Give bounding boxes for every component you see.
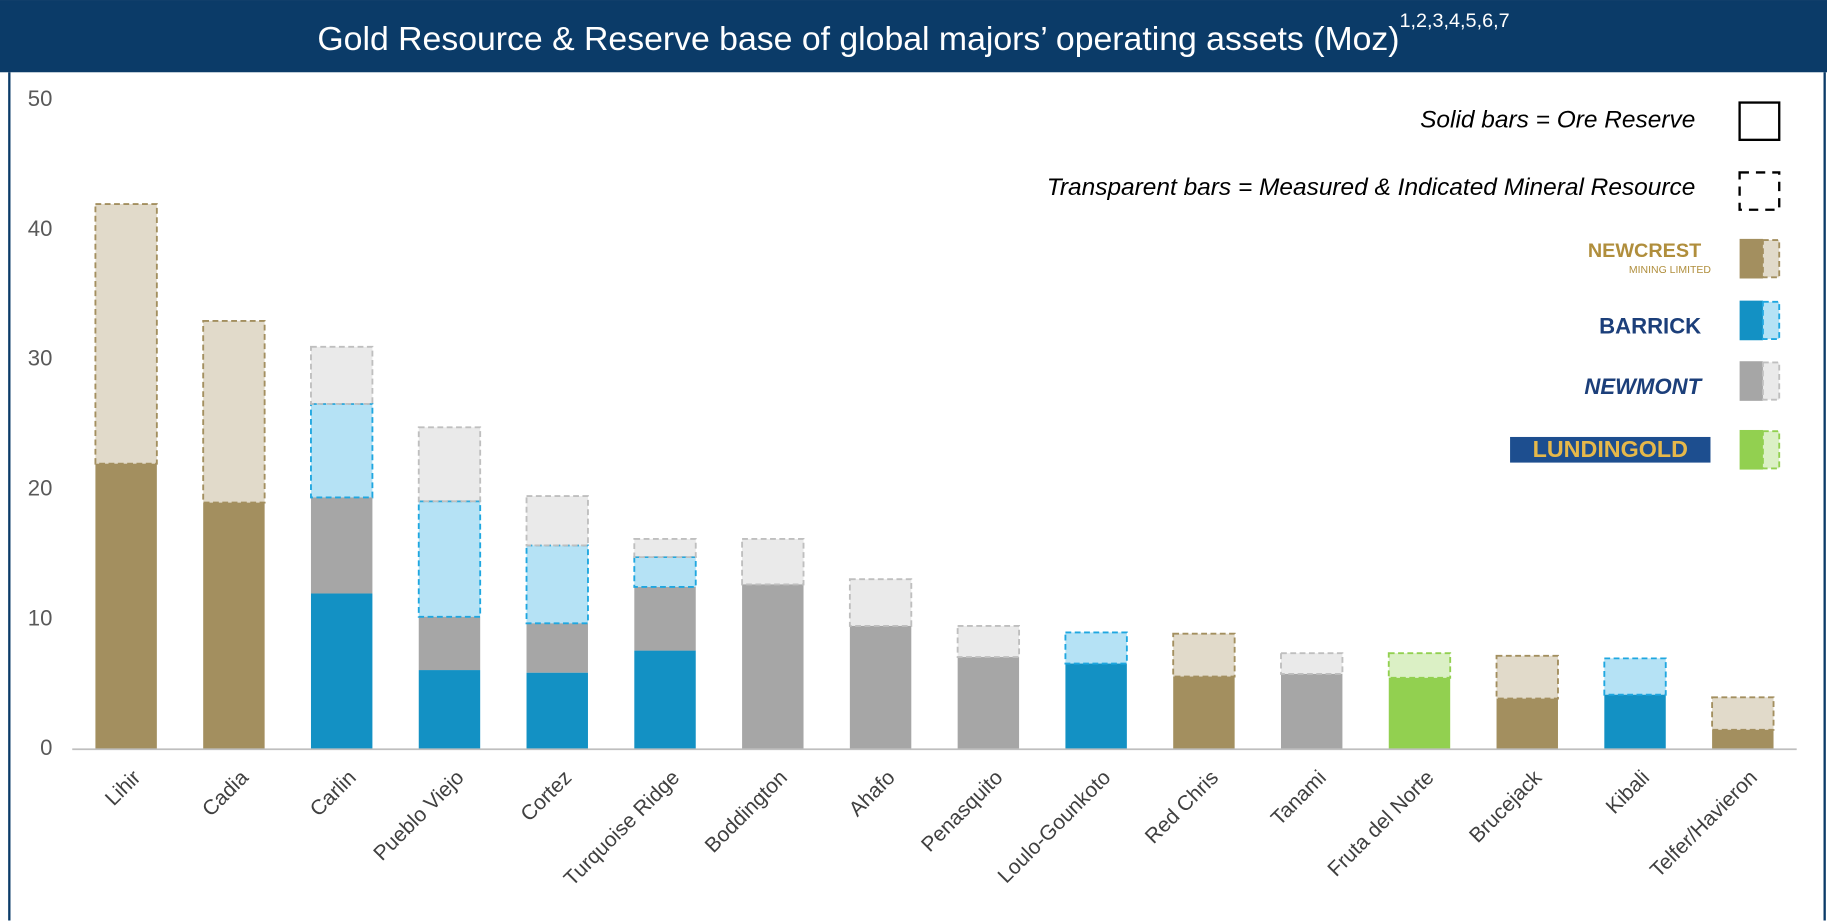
reserve-bar bbox=[1388, 677, 1451, 750]
y-tick-label: 50 bbox=[28, 86, 53, 111]
title-superscript: 1,2,3,4,5,6,7 bbox=[1400, 10, 1510, 32]
reserve-bar bbox=[634, 586, 696, 651]
reserve-bar bbox=[1604, 694, 1666, 750]
key-solid-box bbox=[1738, 101, 1781, 142]
resource-bar bbox=[310, 403, 374, 499]
legend-entry: LUNDINGOLD bbox=[1510, 429, 1781, 470]
x-tick-label: Tanami bbox=[1267, 766, 1331, 830]
reserve-bar bbox=[634, 650, 696, 750]
reserve-bar bbox=[1173, 676, 1235, 750]
x-tick-label: Carlin bbox=[306, 766, 361, 821]
legend-swatch-solid bbox=[1739, 361, 1763, 401]
resource-bar bbox=[202, 319, 266, 504]
reserve-bar bbox=[418, 670, 481, 750]
x-tick-label: Lihir bbox=[101, 766, 145, 810]
chart-title: Gold Resource & Reserve base of global m… bbox=[317, 10, 1509, 57]
y-tick-label: 0 bbox=[40, 735, 52, 760]
resource-bar bbox=[525, 495, 589, 547]
resource-bar bbox=[1280, 652, 1344, 675]
x-tick-label: Ahafo bbox=[845, 766, 900, 821]
reserve-bar bbox=[1065, 663, 1127, 750]
reserve-bar bbox=[1712, 729, 1774, 750]
y-tick-label: 20 bbox=[28, 475, 53, 500]
x-tick-label: Fruta del Norte bbox=[1323, 766, 1438, 881]
resource-bar bbox=[848, 578, 913, 627]
x-tick-label: Red Chris bbox=[1141, 766, 1223, 848]
resource-bar bbox=[1064, 631, 1128, 665]
key-transparent: Transparent bars = Measured & Indicated … bbox=[1047, 174, 1696, 201]
reserve-bar bbox=[310, 593, 373, 750]
x-tick-label: Penasquito bbox=[917, 766, 1007, 856]
legend-swatch-dashed bbox=[1761, 239, 1781, 279]
x-tick-label: Brucejack bbox=[1465, 766, 1547, 848]
resource-bar bbox=[310, 345, 374, 405]
reserve-bar bbox=[418, 616, 481, 671]
reserve-bar bbox=[957, 657, 1020, 750]
x-tick-label: Telfer/Havieron bbox=[1646, 766, 1762, 882]
x-tick-label: Pueblo Viejo bbox=[369, 766, 468, 865]
reserve-bar bbox=[310, 497, 373, 594]
legend-swatch-solid bbox=[1739, 238, 1763, 279]
legend-swatch-solid bbox=[1739, 429, 1763, 470]
reserve-bar bbox=[742, 584, 804, 750]
legend-swatch-dashed bbox=[1761, 300, 1781, 341]
resource-bar bbox=[417, 500, 482, 618]
legend-swatch-dashed bbox=[1761, 361, 1781, 401]
resource-bar bbox=[1495, 654, 1559, 700]
legend-entry: NEWCREST MINING LIMITED bbox=[1588, 238, 1781, 279]
x-tick-label: Loulo-Gounkoto bbox=[993, 766, 1115, 888]
title-main: Gold Resource & Reserve base of global m… bbox=[317, 20, 1399, 58]
reserve-bar bbox=[95, 463, 157, 750]
reserve-bar bbox=[1280, 673, 1343, 750]
x-tick-label: Cadia bbox=[198, 766, 253, 821]
reserve-bar bbox=[849, 625, 912, 750]
legend-sublabel: MINING LIMITED bbox=[1629, 265, 1711, 276]
reserve-bar bbox=[1496, 698, 1558, 750]
legend-label: LUNDINGOLD bbox=[1533, 436, 1688, 462]
x-tick-label: Boddington bbox=[701, 766, 792, 857]
resource-bar bbox=[633, 556, 697, 588]
legend-entry: NEWMONT bbox=[1584, 361, 1781, 401]
y-tick-label: 30 bbox=[28, 346, 53, 371]
title-band bbox=[0, 0, 1827, 73]
legend-logo-bg bbox=[1510, 436, 1711, 463]
resource-bar bbox=[633, 538, 697, 559]
y-tick-label: 10 bbox=[28, 605, 53, 630]
resource-bar bbox=[94, 203, 158, 465]
resource-bar bbox=[417, 426, 482, 503]
y-tick-label: 40 bbox=[28, 216, 53, 241]
reserve-bar bbox=[203, 502, 265, 750]
key-solid: Solid bars = Ore Reserve bbox=[1420, 107, 1695, 134]
x-tick-label: Kibali bbox=[1602, 766, 1655, 819]
resource-bar bbox=[1711, 696, 1775, 731]
reserve-bar bbox=[526, 672, 588, 750]
resource-bar bbox=[1387, 652, 1452, 679]
legend-label: NEWMONT bbox=[1584, 374, 1703, 399]
legend-label: NEWCREST bbox=[1588, 240, 1701, 262]
legend-entry: BARRICK bbox=[1599, 300, 1781, 341]
legend-label: BARRICK bbox=[1599, 313, 1701, 338]
resource-bar bbox=[1603, 657, 1667, 696]
reserve-bar bbox=[526, 623, 588, 673]
x-tick-label: Cortez bbox=[516, 766, 576, 826]
resource-bar bbox=[1172, 632, 1236, 678]
legend-swatch-solid bbox=[1739, 300, 1763, 341]
resource-bar bbox=[741, 538, 805, 586]
legend-swatch-dashed bbox=[1761, 430, 1781, 470]
key-dashed-box bbox=[1738, 171, 1781, 211]
resource-bar bbox=[525, 544, 589, 625]
resource-bar bbox=[956, 624, 1021, 659]
x-tick-label: Turquoise Ridge bbox=[560, 766, 685, 891]
